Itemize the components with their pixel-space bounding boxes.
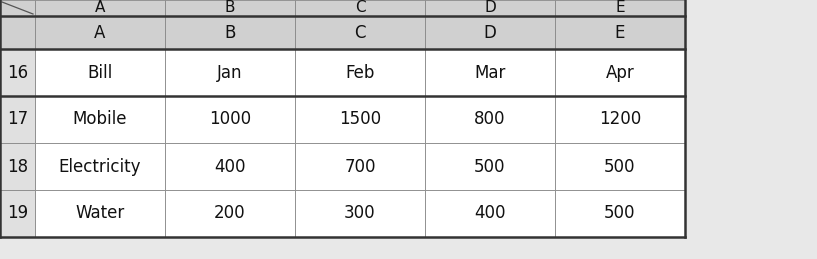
Bar [35, 190, 165, 237]
Bar [35, 16, 165, 49]
Text: E: E [615, 24, 625, 41]
Text: Jan: Jan [217, 63, 243, 82]
Bar [295, 16, 425, 49]
Text: C: C [355, 1, 365, 16]
Bar [35, 96, 165, 143]
Text: 500: 500 [605, 157, 636, 176]
Bar [0, 16, 35, 49]
Bar [295, 49, 425, 96]
Text: 19: 19 [7, 205, 28, 222]
Text: Electricity: Electricity [59, 157, 141, 176]
Text: 18: 18 [7, 157, 28, 176]
Bar [555, 16, 685, 49]
Bar [0, 96, 35, 143]
Text: 200: 200 [214, 205, 246, 222]
Text: 800: 800 [474, 111, 506, 128]
Bar [0, 143, 35, 190]
Text: 1200: 1200 [599, 111, 641, 128]
Bar [295, 190, 425, 237]
Text: 1500: 1500 [339, 111, 381, 128]
Bar [165, 0, 295, 16]
Text: Bill: Bill [87, 63, 113, 82]
Text: 500: 500 [474, 157, 506, 176]
Bar [0, 190, 35, 237]
Bar [425, 143, 555, 190]
Text: Mar: Mar [475, 63, 506, 82]
Bar [165, 190, 295, 237]
Text: B: B [225, 1, 235, 16]
Bar [165, 96, 295, 143]
Text: Feb: Feb [346, 63, 375, 82]
Bar [165, 143, 295, 190]
Bar [35, 0, 165, 16]
Bar [425, 16, 555, 49]
Text: 17: 17 [7, 111, 28, 128]
Bar [165, 16, 295, 49]
Bar [555, 190, 685, 237]
Bar [425, 49, 555, 96]
Text: B: B [225, 24, 235, 41]
Bar [555, 96, 685, 143]
Text: Mobile: Mobile [73, 111, 127, 128]
Text: A: A [94, 24, 105, 41]
Bar [295, 96, 425, 143]
Text: D: D [484, 1, 496, 16]
Text: 400: 400 [474, 205, 506, 222]
Bar [555, 143, 685, 190]
Bar [555, 0, 685, 16]
Bar [35, 49, 165, 96]
Bar [295, 143, 425, 190]
Text: 1000: 1000 [209, 111, 251, 128]
Text: Apr: Apr [605, 63, 634, 82]
Text: Water: Water [75, 205, 125, 222]
Text: 400: 400 [214, 157, 246, 176]
Bar [0, 49, 35, 96]
Text: 700: 700 [344, 157, 376, 176]
Bar [425, 0, 555, 16]
Text: C: C [355, 24, 366, 41]
Bar [425, 96, 555, 143]
Text: 300: 300 [344, 205, 376, 222]
Text: D: D [484, 24, 497, 41]
Bar [35, 143, 165, 190]
Bar [555, 49, 685, 96]
Text: A: A [95, 1, 105, 16]
Bar [165, 49, 295, 96]
Text: 500: 500 [605, 205, 636, 222]
Bar [425, 190, 555, 237]
Text: 16: 16 [7, 63, 28, 82]
Bar [0, 0, 35, 16]
Text: E: E [615, 1, 625, 16]
Bar [295, 0, 425, 16]
